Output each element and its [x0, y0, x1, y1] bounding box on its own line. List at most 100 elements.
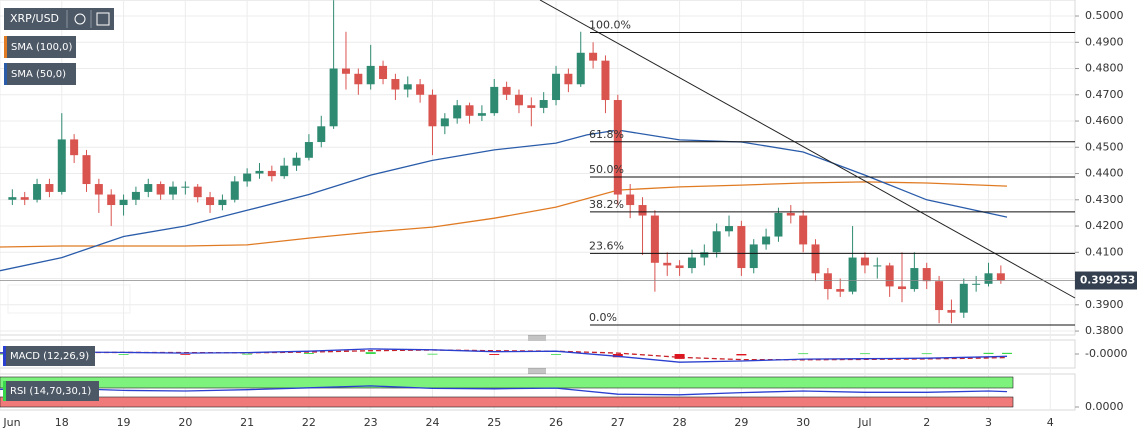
candle-body — [379, 65, 388, 80]
last-price-label: 0.399253 — [1080, 275, 1135, 287]
candle-body — [910, 268, 919, 290]
candle-body — [601, 60, 610, 101]
x-tick-label: 22 — [302, 416, 316, 429]
candle-body — [860, 257, 869, 266]
refresh-icon[interactable] — [74, 13, 86, 25]
candle-body — [663, 262, 672, 266]
x-tick-label: 23 — [364, 416, 378, 429]
sma-line — [0, 129, 1008, 272]
candle-body — [873, 265, 882, 267]
candle-body — [774, 212, 783, 237]
x-tick-label: 2 — [923, 416, 930, 429]
candle-body — [329, 68, 338, 127]
macd-histogram — [674, 354, 685, 359]
y-tick-label: 0.4600 — [1085, 114, 1124, 127]
candle-body — [762, 236, 771, 245]
legend-label: RSI (14,70,30,1) — [10, 386, 91, 397]
x-tick-label: 19 — [117, 416, 131, 429]
candle-body — [255, 170, 264, 174]
x-tick-label: 26 — [549, 416, 563, 429]
macd-line — [0, 348, 1008, 363]
candle-body — [650, 215, 659, 263]
legend-swatch — [4, 63, 7, 85]
candle-body — [391, 79, 400, 90]
candle-body — [959, 283, 968, 313]
panel-handle — [528, 335, 546, 374]
x-tick-label: 18 — [55, 416, 69, 429]
symbol-box[interactable] — [4, 8, 114, 30]
fib-label: 23.6% — [589, 239, 624, 252]
macd-panel — [0, 339, 1076, 369]
candle-body — [70, 139, 79, 156]
candle-body — [490, 86, 499, 114]
x-tick-label: 3 — [985, 416, 992, 429]
candle-body — [168, 186, 177, 195]
candle-body — [972, 283, 981, 285]
candle-body — [304, 142, 313, 158]
candle-body — [539, 100, 548, 108]
candle-body — [131, 191, 140, 200]
legend-box — [3, 346, 95, 366]
trend-line — [539, 0, 1076, 299]
settings-icon[interactable] — [96, 12, 110, 26]
candle-body — [922, 268, 931, 282]
candle-body — [440, 118, 449, 127]
y-tick-label: 0.4400 — [1085, 167, 1124, 180]
candle-body — [725, 226, 734, 232]
candle-body — [589, 52, 598, 61]
y-tick-label: 0.4300 — [1085, 193, 1124, 206]
candle-body — [700, 252, 709, 258]
fib-label: 61.8% — [589, 128, 624, 141]
candle-body — [8, 197, 17, 200]
macd-histogram — [798, 353, 809, 355]
x-tick-label: Jun — [2, 416, 20, 429]
overbought-band — [0, 376, 1014, 389]
symbol: XRP/USD — [10, 12, 59, 25]
legend-label: SMA (100,0) — [11, 42, 73, 53]
macd-histogram — [859, 353, 870, 355]
candle-body — [243, 173, 252, 182]
candle-body — [20, 197, 29, 200]
x-tick-label: 29 — [734, 416, 748, 429]
candle-body — [836, 289, 845, 292]
macd-histogram — [1002, 352, 1013, 354]
candle-body — [453, 105, 462, 119]
candle-body — [94, 184, 103, 195]
macd-histogram — [180, 354, 191, 355]
x-tick-label: 4 — [1047, 416, 1054, 429]
x-tick-label: 28 — [673, 416, 687, 429]
y-tick-label: -0.0000 — [1085, 347, 1127, 360]
macd-histogram — [242, 353, 253, 355]
candle-body — [626, 194, 635, 206]
y-tick-label: 0.3900 — [1085, 298, 1124, 311]
candle-body — [193, 186, 202, 198]
candle-body — [477, 113, 486, 116]
fib-label: 38.2% — [589, 198, 624, 211]
candle-body — [341, 68, 350, 74]
candle-body — [403, 84, 412, 90]
x-tick-label: 21 — [240, 416, 254, 429]
legend-box — [4, 36, 76, 58]
candle-body — [712, 231, 721, 253]
last-price-box — [1075, 271, 1137, 290]
legend-swatch — [3, 346, 6, 366]
candle-body — [898, 286, 907, 290]
candle-body — [687, 257, 696, 269]
candle-body — [317, 126, 326, 143]
candle-body — [885, 265, 894, 287]
candle-body — [552, 73, 561, 101]
macd-histogram — [0, 353, 5, 355]
macd-histogram — [736, 354, 747, 356]
x-tick-label: 25 — [487, 416, 501, 429]
legend-box — [4, 63, 76, 85]
y-tick-label: 0.4700 — [1085, 88, 1124, 101]
candle-body — [354, 73, 363, 85]
candle-body — [675, 265, 684, 269]
y-tick-label: 0.3800 — [1085, 324, 1124, 337]
macd-histogram — [118, 354, 129, 355]
y-tick-label: 0.0000 — [1085, 400, 1124, 413]
macd-histogram — [365, 352, 376, 354]
candle-body — [267, 170, 276, 177]
legend-swatch — [4, 36, 7, 58]
candle-body — [206, 197, 215, 206]
